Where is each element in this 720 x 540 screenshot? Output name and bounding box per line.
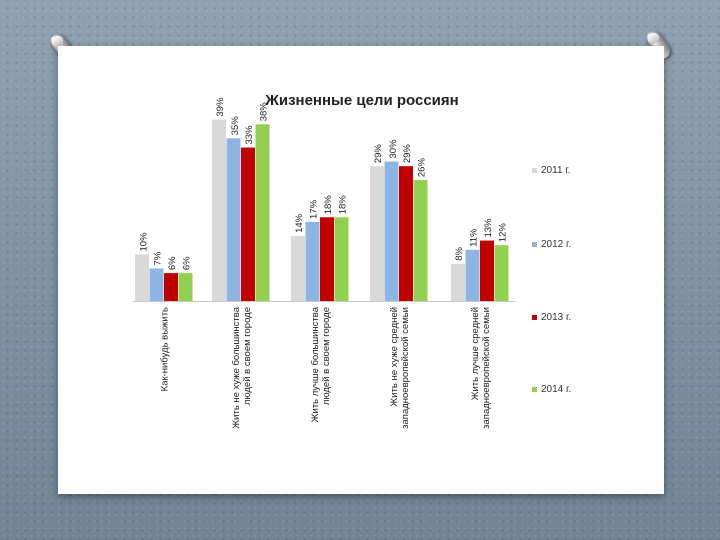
data-labels-group: 10% 39% 14% 29% 8% 7% 35% 17% 30% 11% 6% 33% 18% 29% 1… xyxy=(138,97,509,270)
bar xyxy=(305,221,320,301)
legend-swatch xyxy=(532,242,537,247)
legend-swatch xyxy=(532,315,537,320)
bar xyxy=(451,263,465,301)
bar-chart: Жизненные цели россиян 10% 39% 14% 29% 8% 7% 3… xyxy=(133,92,571,429)
data-label: 12% xyxy=(498,223,509,243)
category-labels-group: Как-нибудь выжить Жить не хуже большинств… xyxy=(160,306,493,429)
legend-swatch xyxy=(532,387,537,392)
category-label-line: Жить не хуже средней xyxy=(389,307,400,407)
legend: 2011 г. 2012 г. 2013 г. 2014 г. xyxy=(532,165,571,395)
data-label: 18% xyxy=(338,195,349,215)
bar xyxy=(226,138,241,301)
data-label: 39% xyxy=(215,97,226,117)
category-label: Как-нибудь выжить xyxy=(160,307,171,391)
bar xyxy=(241,147,255,301)
bar xyxy=(178,273,193,301)
bar xyxy=(370,166,384,301)
bar xyxy=(320,217,334,301)
data-label: 14% xyxy=(294,213,305,233)
category-label-line: Как-нибудь выжить xyxy=(160,307,171,391)
bar xyxy=(334,217,349,301)
data-label: 10% xyxy=(138,232,149,252)
bar xyxy=(255,124,270,301)
data-label: 11% xyxy=(469,228,480,247)
legend-swatch xyxy=(532,168,537,173)
data-label: 17% xyxy=(309,199,320,219)
legend-label: 2011 г. xyxy=(541,165,571,176)
category-label-line: западноевропейской семьи xyxy=(481,307,492,429)
bar xyxy=(480,240,494,301)
category-label: Жить лучше большинства людей в своем горо… xyxy=(310,306,332,422)
bar xyxy=(494,245,509,301)
bar xyxy=(413,180,428,301)
data-label: 30% xyxy=(388,139,399,159)
legend-label: 2014 г. xyxy=(541,384,571,395)
category-label: Жить лучше средней западноевропейской сем… xyxy=(470,307,492,429)
bar xyxy=(164,273,178,301)
bar xyxy=(399,166,413,301)
data-label: 8% xyxy=(454,247,465,261)
chart-title: Жизненные цели россиян xyxy=(264,92,458,109)
data-label: 13% xyxy=(483,218,494,238)
bar xyxy=(212,119,226,302)
bar xyxy=(135,254,149,301)
bar xyxy=(291,235,305,301)
data-label: 38% xyxy=(259,102,270,122)
data-label: 33% xyxy=(244,125,255,145)
data-label: 26% xyxy=(417,158,428,178)
bar xyxy=(384,161,399,301)
bar xyxy=(149,268,164,301)
category-label-line: Жить лучше большинства xyxy=(310,306,321,422)
category-label-line: западноевропейской семьи xyxy=(400,307,411,429)
data-label: 6% xyxy=(182,256,193,270)
data-label: 7% xyxy=(153,251,164,265)
category-label-line: Жить не хуже большинства xyxy=(231,306,242,428)
chart-frame: Жизненные цели россиян 10% 39% 14% 29% 8% 7% 3… xyxy=(98,80,620,456)
legend-label: 2013 г. xyxy=(541,312,571,323)
legend-label: 2012 г. xyxy=(541,239,571,250)
data-label: 29% xyxy=(373,144,384,164)
data-label: 18% xyxy=(323,195,334,215)
category-label-line: людей в своем городе xyxy=(242,307,253,405)
data-label: 29% xyxy=(402,144,413,164)
category-label-line: Жить лучше средней xyxy=(470,307,481,400)
data-label: 35% xyxy=(230,116,241,136)
category-label: Жить не хуже большинства людей в своем го… xyxy=(231,306,253,428)
bars-group xyxy=(133,119,516,302)
bar xyxy=(465,249,480,301)
category-label-line: людей в своем городе xyxy=(321,307,332,405)
data-label: 6% xyxy=(167,256,178,270)
category-label: Жить не хуже средней западноевропейской с… xyxy=(389,307,411,429)
